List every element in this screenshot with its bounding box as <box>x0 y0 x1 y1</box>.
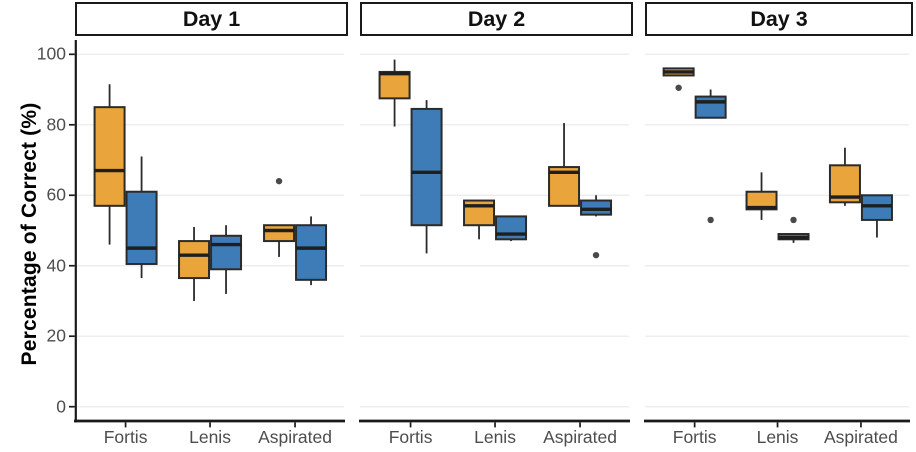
y-tick-label-20: 20 <box>46 325 66 346</box>
outlier-point <box>707 216 714 224</box>
y-tick-label-80: 80 <box>46 114 66 135</box>
y-tick-label-100: 100 <box>36 43 66 64</box>
facet-strip-label: Day 2 <box>467 6 526 31</box>
facet-strip-day-2: Day 2 <box>360 2 633 36</box>
facet-strip-day-3: Day 3 <box>645 2 913 36</box>
box-orange <box>263 224 296 243</box>
facet-strip-day-1: Day 1 <box>75 2 348 36</box>
box-blue <box>694 95 727 119</box>
box-orange <box>745 190 778 211</box>
box-blue <box>410 107 443 227</box>
box-blue <box>125 190 158 265</box>
outlier-point <box>675 84 682 91</box>
box-orange <box>93 106 126 207</box>
x-category-label-lenis: Lenis <box>474 427 516 447</box>
box-blue <box>860 194 893 221</box>
x-category-label-fortis: Fortis <box>672 427 717 447</box>
x-category-label-aspirated: Aspirated <box>258 427 332 447</box>
x-category-label-fortis: Fortis <box>388 427 433 447</box>
outlier-point <box>275 177 283 185</box>
x-category-label-aspirated: Aspirated <box>543 427 617 447</box>
facet-strip-label: Day 3 <box>750 6 808 31</box>
outlier-point <box>790 216 797 224</box>
box-orange <box>378 70 411 100</box>
x-category-label-lenis: Lenis <box>756 427 799 447</box>
y-tick-label-60: 60 <box>46 184 66 205</box>
x-category-label-aspirated: Aspirated <box>823 427 898 447</box>
box-blue <box>495 215 528 241</box>
box-blue <box>210 234 243 271</box>
box-orange <box>178 240 211 280</box>
y-tick-label-40: 40 <box>46 255 66 276</box>
box-blue <box>580 199 613 216</box>
box-blue <box>295 224 328 281</box>
outlier-point <box>592 251 600 259</box>
x-category-label-lenis: Lenis <box>189 427 231 447</box>
y-tick-label-0: 0 <box>56 396 66 417</box>
facet-strip-label: Day 1 <box>182 6 241 31</box>
x-category-label-fortis: Fortis <box>103 427 148 447</box>
